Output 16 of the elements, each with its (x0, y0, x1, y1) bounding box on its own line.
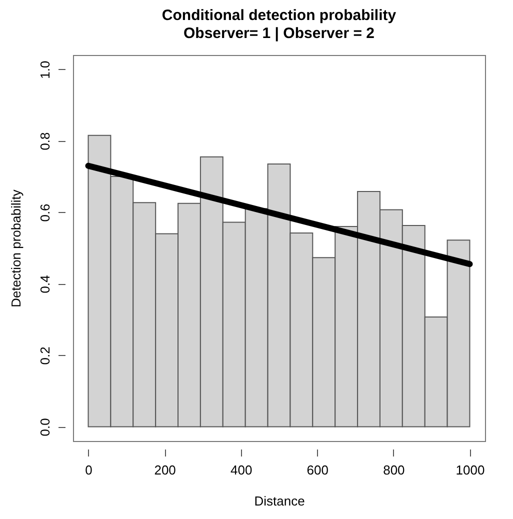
y-tick-label: 0.6 (38, 204, 52, 222)
chart-title: Conditional detection probability (162, 7, 397, 24)
x-tick-label: 0 (85, 462, 92, 478)
chart-subtitle: Observer= 1 | Observer = 2 (184, 25, 374, 42)
x-tick-label: 600 (306, 462, 328, 478)
x-tick-label: 1000 (456, 462, 485, 478)
y-tick-label: 0.2 (38, 346, 52, 365)
y-tick-label: 0.4 (38, 275, 52, 294)
y-axis-title: Detection probability (8, 189, 24, 308)
y-tick-label: 0.0 (38, 418, 52, 436)
x-tick-label: 800 (383, 462, 405, 478)
x-axis-title: Distance (254, 494, 305, 508)
y-tick-label: 1.0 (38, 60, 52, 79)
x-tick-label: 200 (154, 462, 176, 478)
y-tick-label: 0.8 (38, 132, 52, 150)
x-tick-label: 400 (230, 462, 252, 478)
